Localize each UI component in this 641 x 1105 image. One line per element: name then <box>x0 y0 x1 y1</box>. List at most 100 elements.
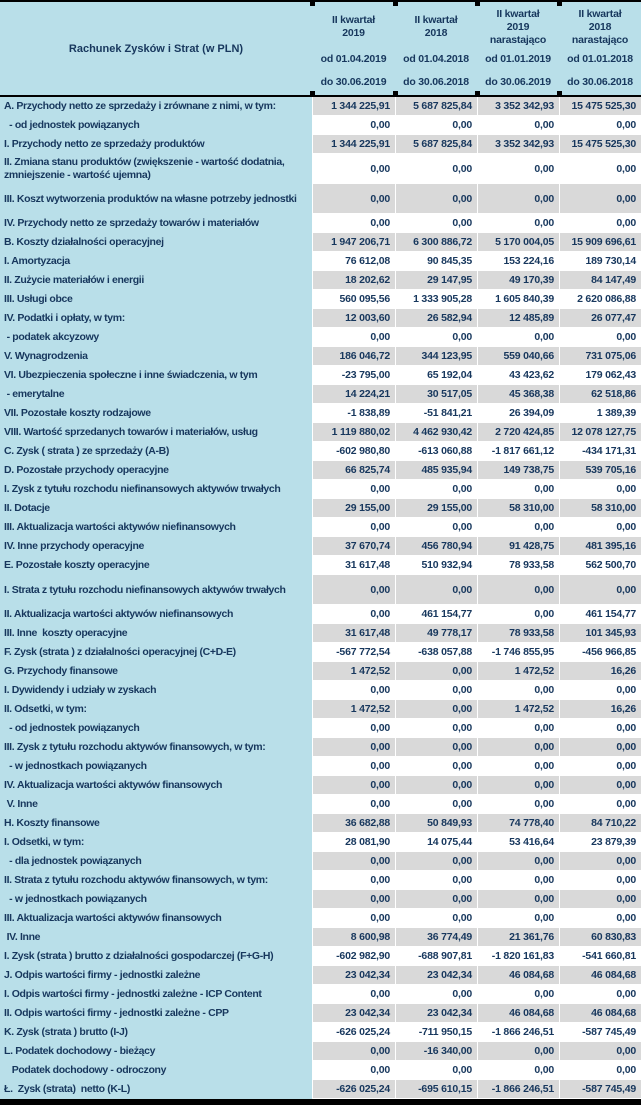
table-row: D. Pozostałe przychody operacyjne 66 825,… <box>0 461 641 480</box>
value-cell: 0,00 <box>559 154 641 184</box>
period-line: II kwartał <box>414 14 458 26</box>
value-cell: 14 224,21 <box>312 385 395 404</box>
row-label: C. Zysk ( strata ) ze sprzedaży (A-B) <box>0 442 312 461</box>
value-cell: 0,00 <box>477 184 559 214</box>
table-row: II. Odpis wartości firmy - jednostki zal… <box>0 1004 641 1023</box>
row-label: - od jednostek powiązanych <box>0 116 312 135</box>
table-row: II. Zużycie materiałów i energii 18 202,6… <box>0 271 641 290</box>
row-label: III. Usługi obce <box>0 290 312 309</box>
table-row: F. Zysk (strata ) z działalności operacy… <box>0 643 641 662</box>
value-cell: 0,00 <box>312 795 395 814</box>
value-cell: 4 462 930,42 <box>395 423 477 442</box>
value-cell: 0,00 <box>312 852 395 871</box>
value-cell: 15 475 525,30 <box>559 135 641 154</box>
value-cell: 0,00 <box>559 1061 641 1080</box>
value-cell: 481 395,16 <box>559 537 641 556</box>
row-label: - podatek akcyzowy <box>0 328 312 347</box>
value-cell: 0,00 <box>477 575 559 605</box>
value-cell: 23 042,34 <box>312 1004 395 1023</box>
value-cell: 179 062,43 <box>559 366 641 385</box>
value-cell: 0,00 <box>559 575 641 605</box>
row-label: VII. Pozostałe koszty rodzajowe <box>0 404 312 423</box>
value-cell: 0,00 <box>312 154 395 184</box>
column-divider-tick <box>475 0 480 6</box>
value-cell: 560 095,56 <box>312 290 395 309</box>
value-cell: 14 075,44 <box>395 833 477 852</box>
value-cell: 344 123,95 <box>395 347 477 366</box>
value-cell: 58 310,00 <box>559 499 641 518</box>
value-cell: 461 154,77 <box>395 605 477 624</box>
value-cell: 45 368,38 <box>477 385 559 404</box>
value-cell: 0,00 <box>395 776 477 795</box>
value-cell: 0,00 <box>559 871 641 890</box>
row-label: IV. Inne <box>0 928 312 947</box>
row-label: Podatek dochodowy - odroczony <box>0 1061 312 1080</box>
row-label: IV. Aktualizacja wartości aktywów finans… <box>0 776 312 795</box>
value-cell: 0,00 <box>312 480 395 499</box>
value-cell: 36 682,88 <box>312 814 395 833</box>
table-row: III. Aktualizacja wartości aktywów finan… <box>0 909 641 928</box>
table-row: IV. Podatki i opłaty, w tym: 12 003,60 26 … <box>0 309 641 328</box>
column-date-to: do 30.06.2018 <box>403 76 469 88</box>
value-cell: 559 040,66 <box>477 347 559 366</box>
value-cell: -1 866 246,51 <box>477 1023 559 1042</box>
value-cell: 0,00 <box>312 871 395 890</box>
value-cell: -1 820 161,83 <box>477 947 559 966</box>
column-divider-tick <box>393 0 398 6</box>
value-cell: 18 202,62 <box>312 271 395 290</box>
row-label: III. Aktualizacja wartości aktywów niefi… <box>0 518 312 537</box>
row-label: II. Zmiana stanu produktów (zwiększenie … <box>0 154 312 184</box>
value-cell: 0,00 <box>395 795 477 814</box>
value-cell: 6 300 886,72 <box>395 233 477 252</box>
column-divider-tick <box>475 91 480 97</box>
value-cell: 0,00 <box>395 852 477 871</box>
value-cell: 65 192,04 <box>395 366 477 385</box>
row-label: I. Odsetki, w tym: <box>0 833 312 852</box>
value-cell: 0,00 <box>477 776 559 795</box>
value-cell: 2 720 424,85 <box>477 423 559 442</box>
table-row: III. Inne koszty operacyjne 31 617,48 49 7… <box>0 624 641 643</box>
value-cell: 539 705,16 <box>559 461 641 480</box>
value-cell: 3 352 342,93 <box>477 97 559 116</box>
value-cell: 562 500,70 <box>559 556 641 575</box>
period-line: 2019 <box>506 20 530 33</box>
table-row: IV. Inne przychody operacyjne 37 670,74 45… <box>0 537 641 556</box>
row-label: - w jednostkach powiązanych <box>0 890 312 909</box>
value-cell: 15 475 525,30 <box>559 97 641 116</box>
table-row: V. Inne 0,00 0,00 0,00 0,00 <box>0 795 641 814</box>
value-cell: -1 866 246,51 <box>477 1080 559 1099</box>
table-row: I. Odsetki, w tym: 28 081,90 14 075,44 53 4… <box>0 833 641 852</box>
value-cell: -51 841,21 <box>395 404 477 423</box>
value-cell: 1 119 880,02 <box>312 423 395 442</box>
period-line: 2019 <box>342 27 365 39</box>
value-cell: 149 738,75 <box>477 461 559 480</box>
value-cell: 0,00 <box>477 154 559 184</box>
row-label: - od jednostek powiązanych <box>0 719 312 738</box>
column-divider-tick <box>393 91 398 97</box>
value-cell: 485 935,94 <box>395 461 477 480</box>
table-body: A. Przychody netto ze sprzedaży i zrówna… <box>0 97 641 1099</box>
value-cell: 0,00 <box>395 681 477 700</box>
value-cell: 46 084,68 <box>559 966 641 985</box>
value-cell: 0,00 <box>559 214 641 233</box>
table-row: A. Przychody netto ze sprzedaży i zrówna… <box>0 97 641 116</box>
value-cell: 0,00 <box>477 909 559 928</box>
row-label: II. Odpis wartości firmy - jednostki zal… <box>0 1004 312 1023</box>
value-cell: 29 155,00 <box>395 499 477 518</box>
value-cell: 0,00 <box>312 184 395 214</box>
value-cell: -587 745,49 <box>559 1080 641 1099</box>
column-date-to: do 30.06.2019 <box>320 76 387 88</box>
value-cell: 1 333 905,28 <box>395 290 477 309</box>
value-cell: 510 932,94 <box>395 556 477 575</box>
period-line: 2018 <box>424 27 448 39</box>
row-label: V. Inne <box>0 795 312 814</box>
value-cell: 456 780,94 <box>395 537 477 556</box>
value-cell: 90 845,35 <box>395 252 477 271</box>
value-cell: 91 428,75 <box>477 537 559 556</box>
table-row: I. Amortyzacja 76 612,08 90 845,35 153 224,… <box>0 252 641 271</box>
value-cell: 731 075,06 <box>559 347 641 366</box>
value-cell: 0,00 <box>559 184 641 214</box>
table-row: - dla jednostek powiązanych 0,00 0,00 0,00 0… <box>0 852 641 871</box>
value-cell: 0,00 <box>395 518 477 537</box>
value-cell: 23 879,39 <box>559 833 641 852</box>
